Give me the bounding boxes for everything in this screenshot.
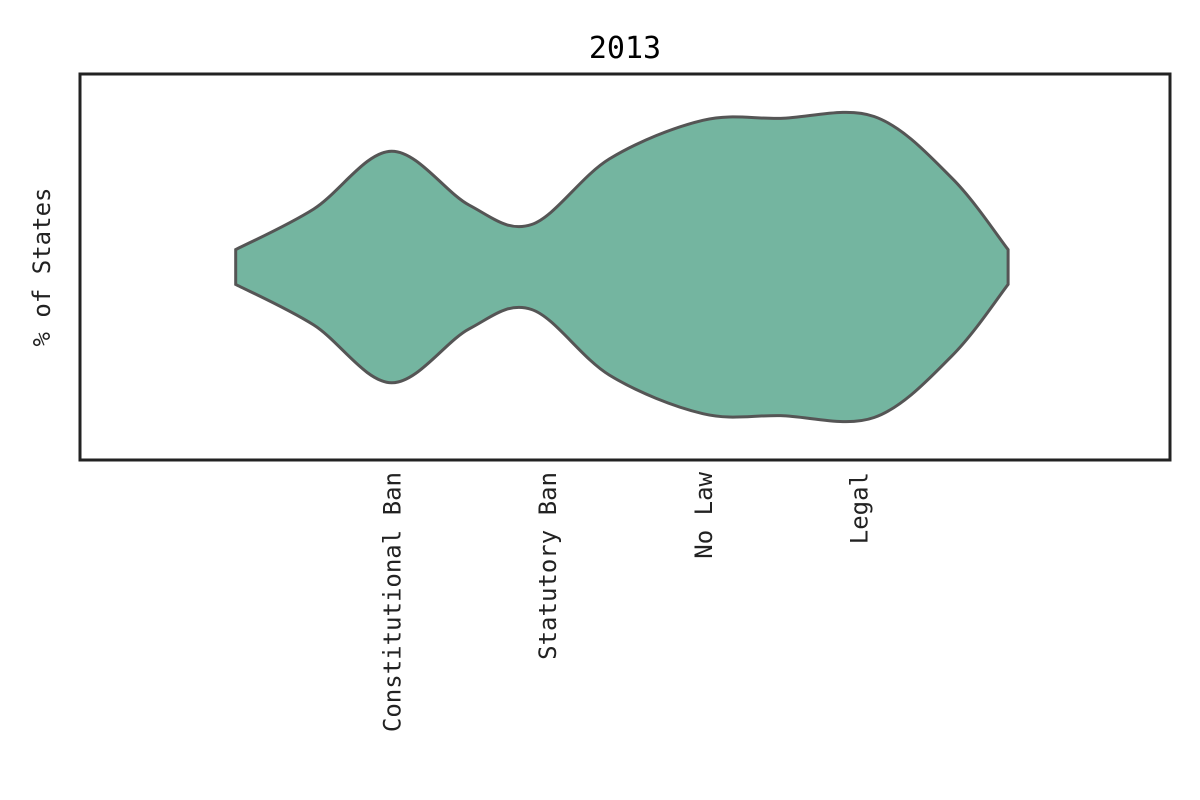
- x-axis-ticks: Constitutional Ban Statutory Ban No Law Leg…: [378, 471, 873, 732]
- violin-body: [234, 110, 1010, 424]
- x-tick-label: Statutory Ban: [534, 472, 562, 660]
- x-tick-label: Constitutional Ban: [378, 472, 406, 732]
- x-tick-label: No Law: [690, 471, 718, 558]
- y-axis-label: % of States: [28, 188, 56, 347]
- x-tick-label: Legal: [846, 472, 874, 544]
- chart-title: 2013: [589, 31, 661, 66]
- plot-frame: [78, 72, 1172, 462]
